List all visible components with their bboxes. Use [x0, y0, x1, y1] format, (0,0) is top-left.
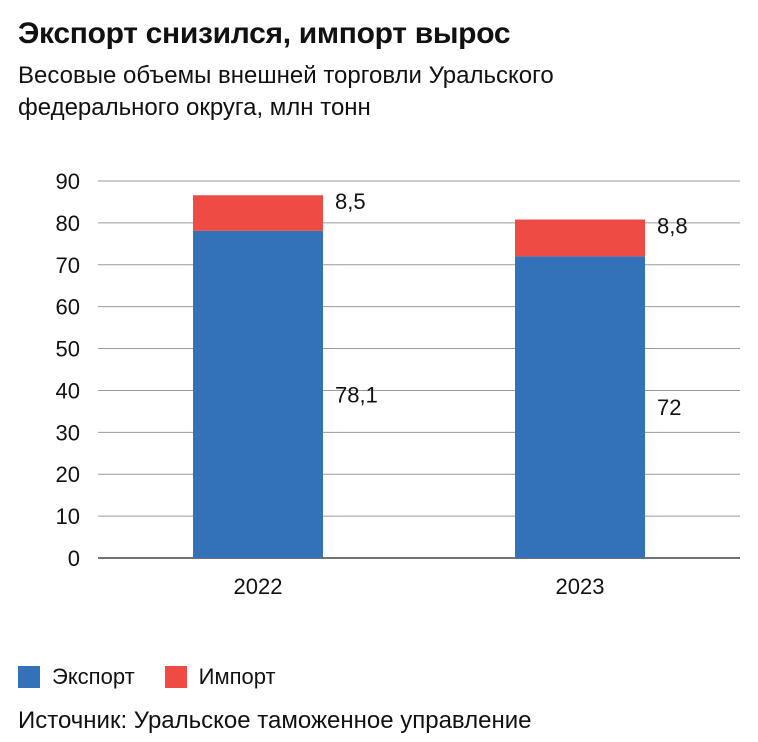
bar-import-2023 [515, 219, 645, 257]
legend-swatch-export [18, 666, 40, 688]
x-tick-label-2023: 2023 [556, 574, 605, 599]
data-label-export-2022: 78,1 [335, 382, 378, 407]
legend-item-import: Импорт [164, 664, 276, 690]
chart-subtitle: Весовые объемы внешней торговли Уральско… [18, 62, 554, 121]
y-tick-label: 70 [56, 253, 80, 278]
y-tick-label: 80 [56, 211, 80, 236]
y-tick-label: 10 [56, 504, 80, 529]
y-tick-label: 20 [56, 462, 80, 487]
y-tick-label: 30 [56, 420, 80, 445]
legend-swatch-import [164, 666, 187, 688]
legend-item-export: Экспорт [18, 664, 135, 690]
legend: Экспорт Импорт [18, 664, 306, 690]
legend-label-import: Импорт [198, 664, 276, 689]
bar-import-2022 [193, 195, 323, 231]
data-label-import-2023: 8,8 [657, 214, 688, 239]
chart-title: Экспорт снизился, импорт вырос [18, 17, 511, 50]
source-note: Источник: Уральское таможенное управлени… [18, 707, 532, 734]
bar-export-2022 [193, 230, 323, 558]
bars [193, 195, 645, 558]
x-tick-label-2022: 2022 [234, 574, 283, 599]
x-axis-ticks: 2022 2023 [234, 574, 605, 599]
y-tick-label: 40 [56, 378, 80, 403]
y-tick-label: 90 [56, 169, 80, 194]
legend-label-export: Экспорт [52, 664, 135, 689]
data-label-export-2023: 72 [657, 395, 681, 420]
y-tick-label: 0 [68, 546, 80, 571]
bar-export-2023 [515, 256, 645, 558]
y-axis-ticks: 0 10 20 30 40 50 60 70 80 90 [56, 169, 80, 571]
data-label-import-2022: 8,5 [335, 189, 366, 214]
data-labels: 78,1 8,5 72 8,8 [335, 189, 688, 420]
y-tick-label: 60 [56, 295, 80, 320]
y-tick-label: 50 [56, 337, 80, 362]
